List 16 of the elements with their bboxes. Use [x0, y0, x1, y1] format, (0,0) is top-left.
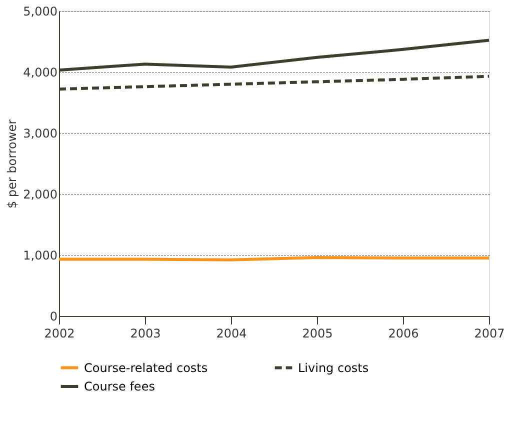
legend-label: Living costs — [298, 360, 369, 375]
y-tick-label: 0 — [50, 310, 58, 324]
legend-label: Course fees — [84, 380, 155, 394]
x-tick-label: 2002 — [44, 326, 75, 340]
y-tick-label: 1,000 — [23, 248, 58, 262]
legend-label: Course-related costs — [84, 360, 208, 375]
x-tick-label: 2005 — [302, 326, 333, 340]
x-tick-label: 2003 — [130, 326, 161, 340]
y-tick-label: 3,000 — [23, 126, 58, 140]
y-tick-label: 2,000 — [23, 188, 58, 202]
x-tick-label: 2007 — [474, 326, 505, 340]
y-axis-title: $ per borrower — [5, 119, 20, 209]
y-tick-label: 4,000 — [23, 66, 58, 80]
y-tick-label: 5,000 — [23, 4, 58, 18]
x-tick-label: 2004 — [216, 326, 247, 340]
x-tick-label: 2006 — [388, 326, 419, 340]
